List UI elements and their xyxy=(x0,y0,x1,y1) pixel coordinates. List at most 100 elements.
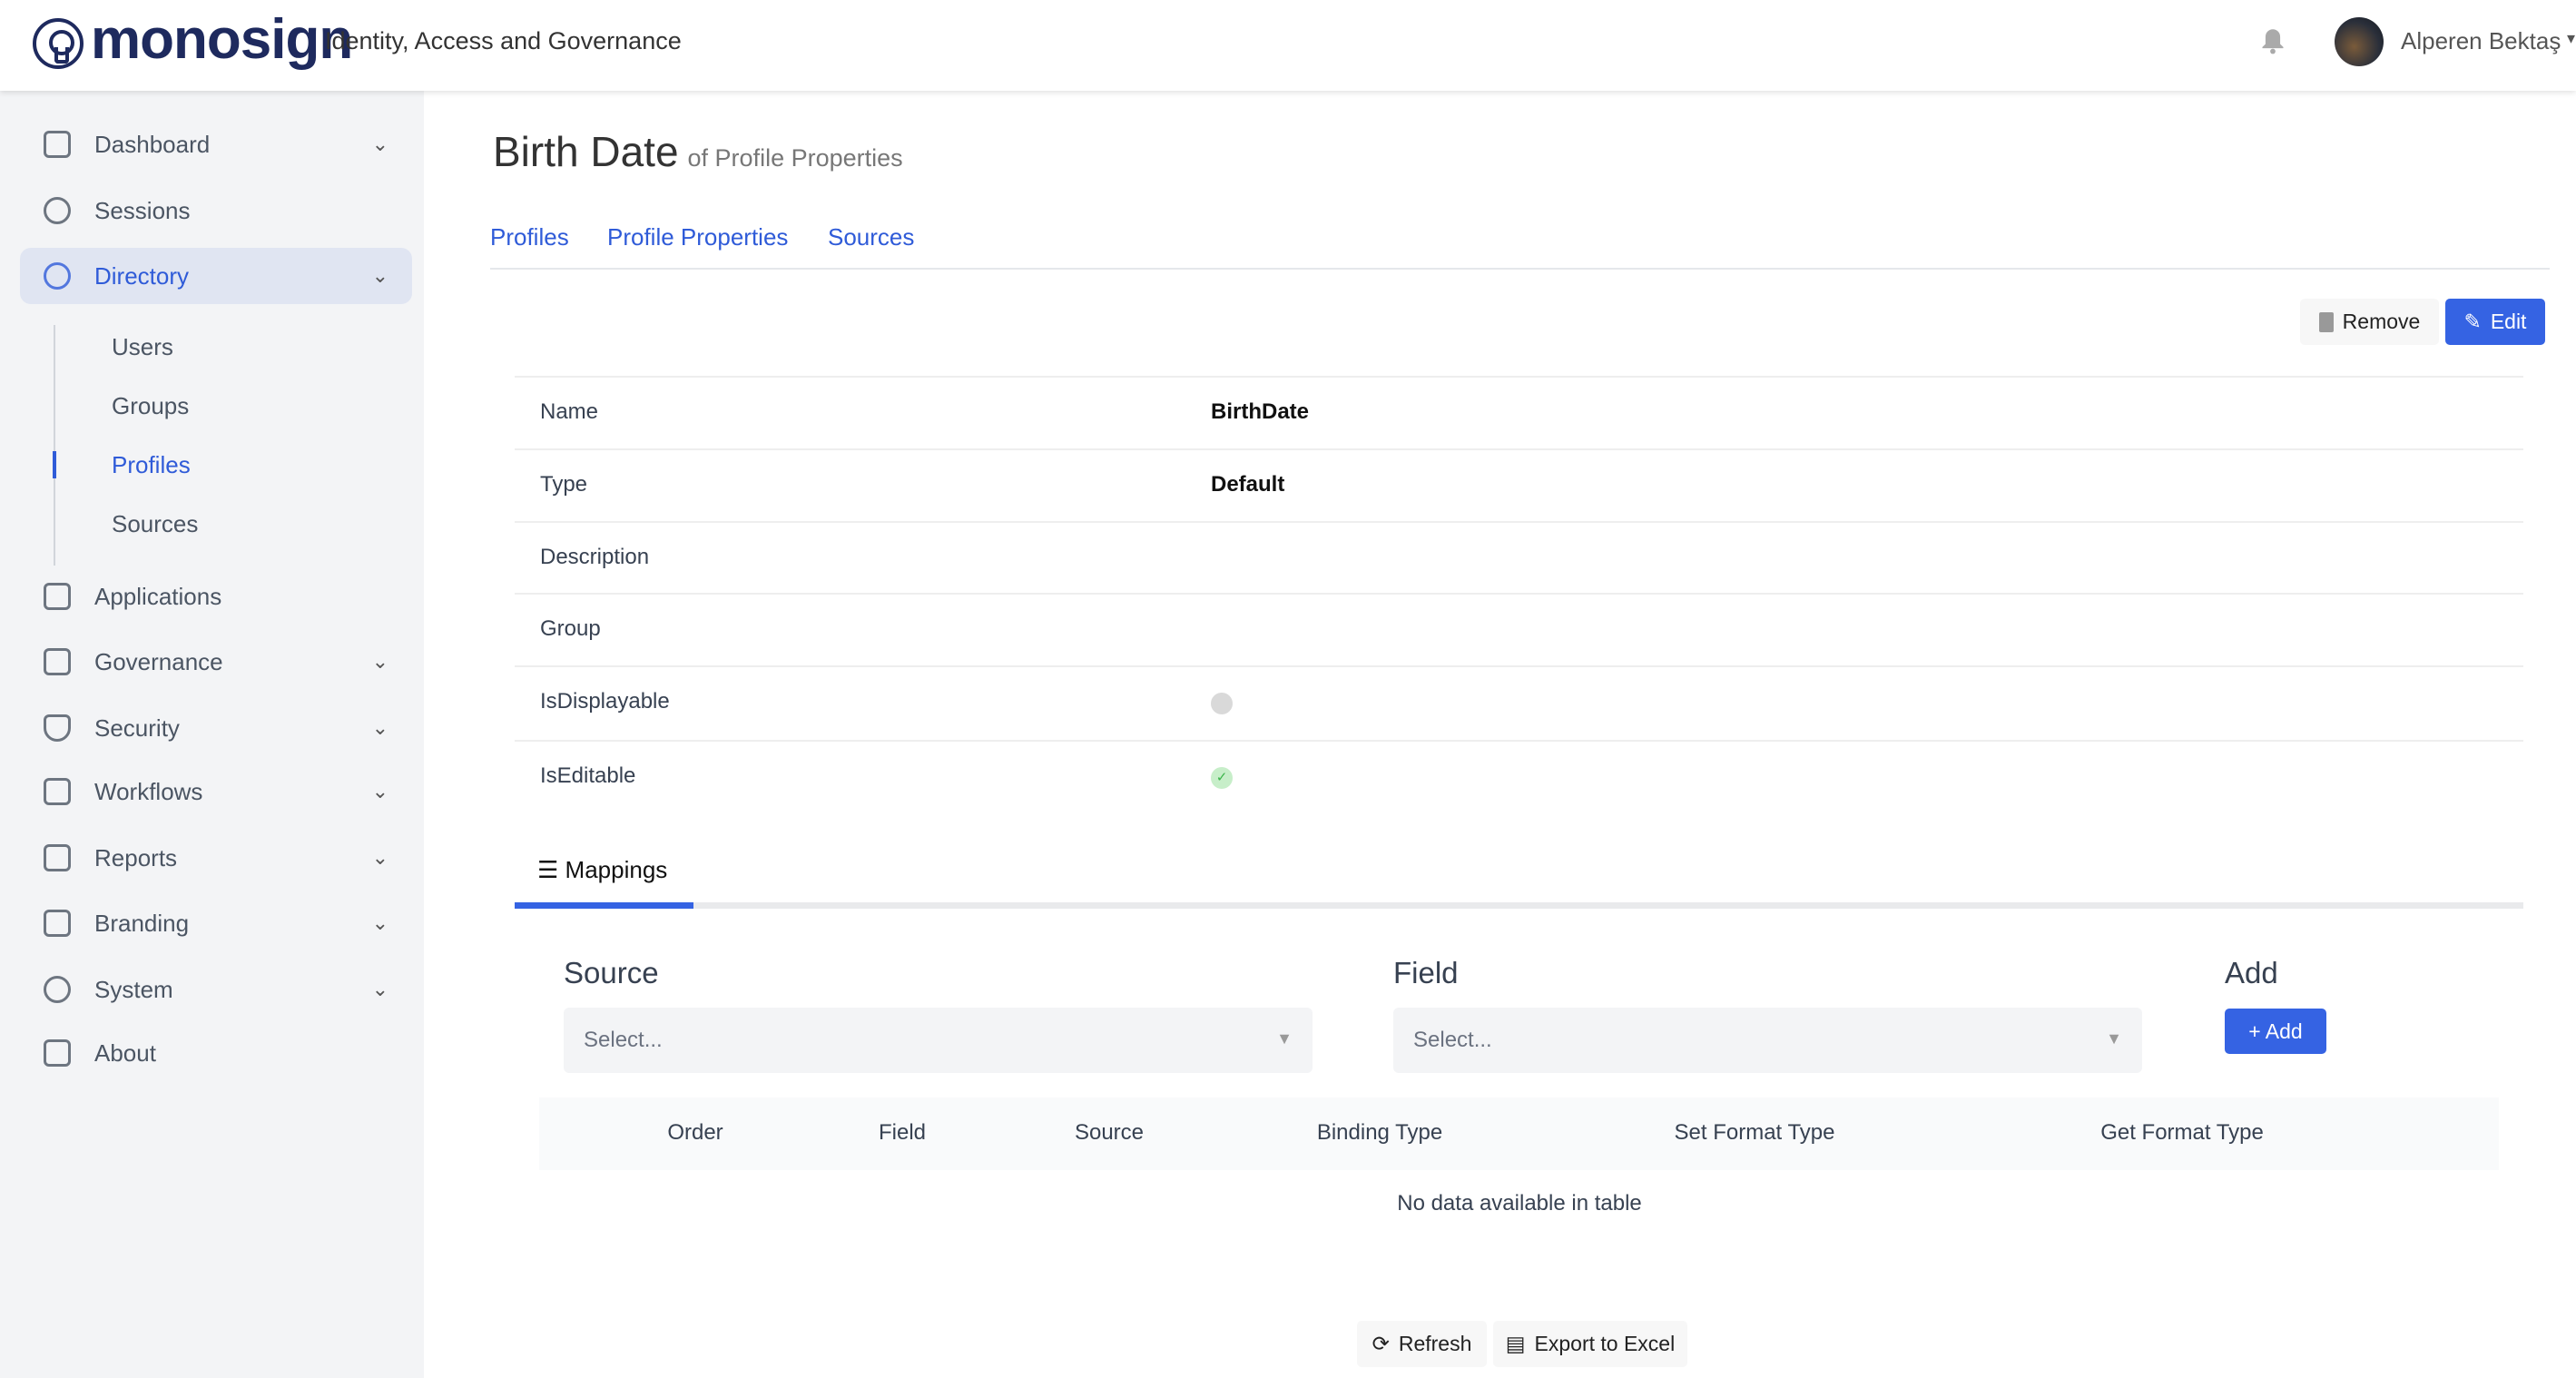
check-icon: ✓ xyxy=(1211,767,1233,789)
add-label: Add xyxy=(2225,956,2278,989)
chevron-down-icon: ⌄ xyxy=(371,911,388,934)
table-header: Order Field Source Binding Type Set Form… xyxy=(539,1097,2499,1170)
dashboard-icon xyxy=(44,131,71,158)
sidebar-item-label: Directory xyxy=(94,261,190,290)
status-off-icon xyxy=(1211,693,1233,714)
top-header: monosign Identity, Access and Governance… xyxy=(0,0,2576,91)
export-excel-button[interactable]: ▤ Export to Excel xyxy=(1493,1321,1687,1367)
user-name[interactable]: Alperen Bektaş xyxy=(2401,27,2561,54)
sidebar-item-branding[interactable]: Branding ⌄ xyxy=(20,895,412,951)
detail-label: Name xyxy=(540,399,599,424)
sidebar-item-label: About xyxy=(94,1038,156,1067)
caret-down-icon: ▼ xyxy=(1276,1029,1293,1048)
shield-icon xyxy=(44,714,71,742)
sidebar-subitem-groups[interactable]: Groups xyxy=(112,392,190,419)
tab-profiles[interactable]: Profiles xyxy=(490,223,569,251)
sidebar-subitem-profiles[interactable]: Profiles xyxy=(112,451,191,478)
field-placeholder: Select... xyxy=(1413,1028,1492,1052)
edit-icon: ✎ xyxy=(2463,310,2482,333)
sidebar-subitem-users[interactable]: Users xyxy=(112,333,173,360)
sidebar-item-about[interactable]: About xyxy=(20,1025,412,1081)
sidebar-item-sessions[interactable]: Sessions xyxy=(20,182,412,239)
source-select[interactable]: Select... ▼ xyxy=(564,1008,1313,1073)
caret-down-icon: ▼ xyxy=(2106,1029,2122,1048)
chevron-down-icon: ⌄ xyxy=(371,133,388,155)
tagline: Identity, Access and Governance xyxy=(325,27,682,54)
monitor-chart-icon xyxy=(44,844,71,871)
empty-table-message: No data available in table xyxy=(1397,1191,1642,1216)
column-source[interactable]: Source xyxy=(1074,1120,1145,1145)
chevron-down-icon[interactable]: ▾ xyxy=(2567,29,2576,47)
stopwatch-icon xyxy=(44,197,71,224)
detail-row-iseditable: IsEditable ✓ xyxy=(515,740,2523,812)
chevron-down-icon: ⌄ xyxy=(371,780,388,802)
source-label: Source xyxy=(564,956,659,989)
page-title-text: Birth Date xyxy=(493,128,679,175)
remove-label: Remove xyxy=(2342,310,2421,333)
apps-grid-icon xyxy=(44,583,71,610)
detail-row-description: Description xyxy=(515,521,2523,594)
sidebar-item-label: Branding xyxy=(94,909,190,937)
sidebar-item-system[interactable]: System ⌄ xyxy=(20,961,412,1018)
trash-icon xyxy=(2318,311,2334,332)
column-binding-type[interactable]: Binding Type xyxy=(1316,1120,1443,1145)
tab-sources[interactable]: Sources xyxy=(828,223,915,251)
sidebar-item-directory[interactable]: Directory ⌄ xyxy=(20,248,412,304)
excel-file-icon: ▤ xyxy=(1505,1332,1526,1355)
add-button[interactable]: + Add xyxy=(2225,1009,2326,1054)
edit-label: Edit xyxy=(2490,310,2527,333)
tab-divider xyxy=(490,268,2550,270)
users-icon xyxy=(44,262,71,290)
refresh-icon: ⟳ xyxy=(1372,1332,1390,1355)
column-set-format-type[interactable]: Set Format Type xyxy=(1674,1120,1835,1145)
sidebar-item-label: Sessions xyxy=(94,196,191,224)
sidebar-item-label: Governance xyxy=(94,647,223,675)
sidebar-item-applications[interactable]: Applications xyxy=(20,568,412,625)
sidebar-item-label: Dashboard xyxy=(94,130,211,158)
logo-keyhole-icon xyxy=(33,18,84,69)
sidebar-item-security[interactable]: Security ⌄ xyxy=(20,700,412,756)
active-indicator xyxy=(53,451,56,478)
avatar[interactable] xyxy=(2335,17,2384,66)
edit-button[interactable]: ✎ Edit xyxy=(2445,299,2545,345)
detail-row-type: Type Default xyxy=(515,448,2523,521)
detail-label: Type xyxy=(540,472,588,497)
sidebar-item-governance[interactable]: Governance ⌄ xyxy=(20,634,412,690)
submenu-line xyxy=(54,325,55,566)
workflow-icon xyxy=(44,778,71,805)
page-title: Birth Date of Profile Properties xyxy=(493,127,903,176)
chevron-down-icon: ⌄ xyxy=(371,264,388,287)
sidebar-item-label: Applications xyxy=(94,582,222,610)
column-field[interactable]: Field xyxy=(878,1120,927,1145)
chat-icon xyxy=(44,1039,71,1067)
sidebar-item-workflows[interactable]: Workflows ⌄ xyxy=(20,763,412,820)
field-select[interactable]: Select... ▼ xyxy=(1393,1008,2142,1073)
chevron-down-icon: ⌄ xyxy=(371,716,388,739)
chevron-down-icon: ⌄ xyxy=(371,846,388,869)
sidebar-subitem-sources[interactable]: Sources xyxy=(112,510,199,537)
tab-profile-properties[interactable]: Profile Properties xyxy=(607,223,789,251)
detail-label: IsDisplayable xyxy=(540,689,670,714)
brand-logo[interactable]: monosign xyxy=(91,8,353,71)
remove-button[interactable]: Remove xyxy=(2300,299,2439,345)
refresh-button[interactable]: ⟳ Refresh xyxy=(1357,1321,1487,1367)
field-label: Field xyxy=(1393,956,1459,989)
active-tab-indicator xyxy=(515,902,693,909)
detail-label: Description xyxy=(540,545,650,569)
detail-value: Default xyxy=(1211,472,1285,497)
column-get-format-type[interactable]: Get Format Type xyxy=(2100,1120,2264,1145)
sidebar-item-dashboard[interactable]: Dashboard ⌄ xyxy=(20,116,412,172)
mappings-label: Mappings xyxy=(565,856,668,883)
refresh-label: Refresh xyxy=(1398,1332,1472,1355)
sidebar-item-reports[interactable]: Reports ⌄ xyxy=(20,830,412,886)
tab-mappings[interactable]: ☰ Mappings xyxy=(537,856,667,884)
sidebar-item-label: Security xyxy=(94,714,180,742)
sidebar: Dashboard ⌄ Sessions Directory ⌄ Users Gro… xyxy=(0,91,424,1378)
tab-track xyxy=(515,902,2523,909)
gear-icon xyxy=(44,976,71,1003)
detail-row-name: Name BirthDate xyxy=(515,376,2523,448)
column-order[interactable]: Order xyxy=(667,1120,723,1145)
chevron-down-icon: ⌄ xyxy=(371,978,388,1000)
bell-icon[interactable] xyxy=(2260,27,2286,54)
detail-value: BirthDate xyxy=(1211,399,1310,424)
